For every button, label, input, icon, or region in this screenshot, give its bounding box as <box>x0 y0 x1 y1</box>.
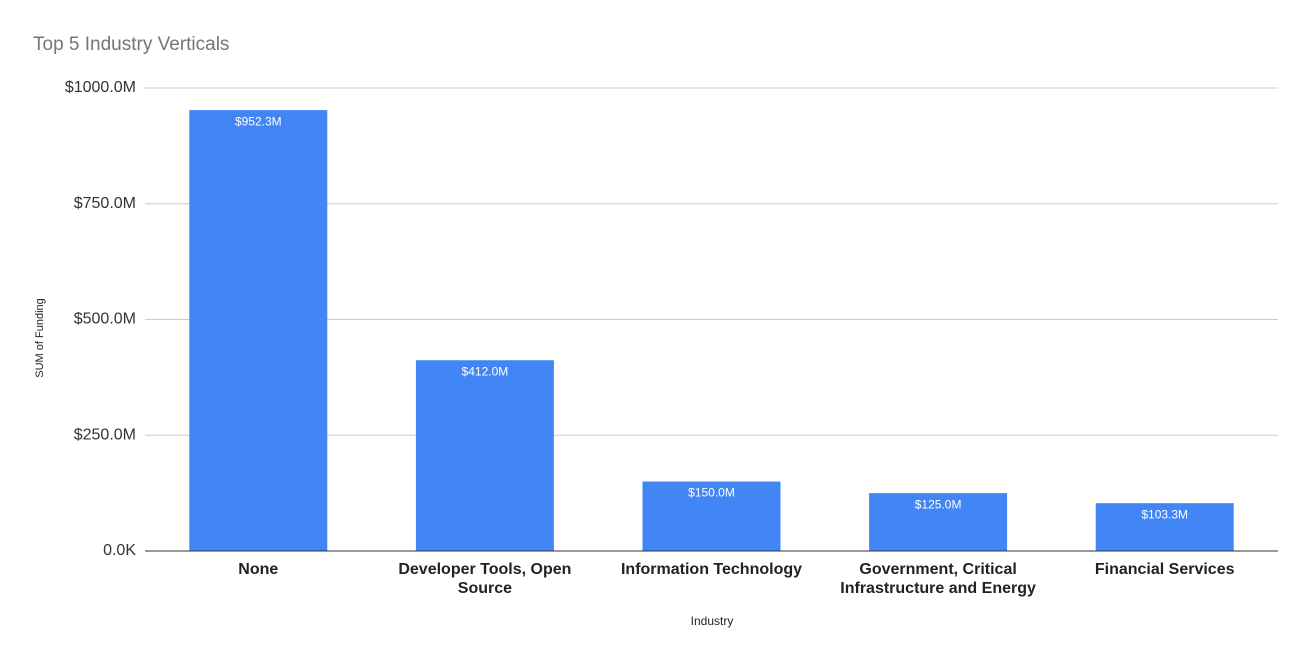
bar <box>1095 503 1234 551</box>
x-tick-label: Government, Critical Infrastructure and … <box>840 561 1036 597</box>
data-label: $412.0M <box>462 364 509 378</box>
y-tick-label: $1000.0M <box>65 79 136 96</box>
y-tick-label: $250.0M <box>74 426 136 443</box>
data-label: $125.0M <box>915 497 962 511</box>
data-label: $952.3M <box>235 114 282 128</box>
y-tick-label: $500.0M <box>74 311 136 328</box>
bar <box>415 360 554 551</box>
bar <box>189 110 328 552</box>
chart-title: Top 5 Industry Verticals <box>33 34 229 55</box>
x-tick-label: Developer Tools, Open Source <box>398 561 572 597</box>
y-tick-label: $750.0M <box>74 195 136 212</box>
x-tick-label: Financial Services <box>1094 561 1235 578</box>
x-axis-label: Industry <box>691 614 734 628</box>
bar <box>869 493 1008 551</box>
x-tick-label: None <box>238 561 279 578</box>
bar <box>642 481 781 551</box>
x-tick-label: Information Technology <box>620 561 803 578</box>
data-label: $150.0M <box>688 486 735 500</box>
y-tick-label: 0.0K <box>103 542 136 559</box>
y-axis-label: SUM of Funding <box>34 298 46 377</box>
data-label: $103.3M <box>1141 507 1188 521</box>
